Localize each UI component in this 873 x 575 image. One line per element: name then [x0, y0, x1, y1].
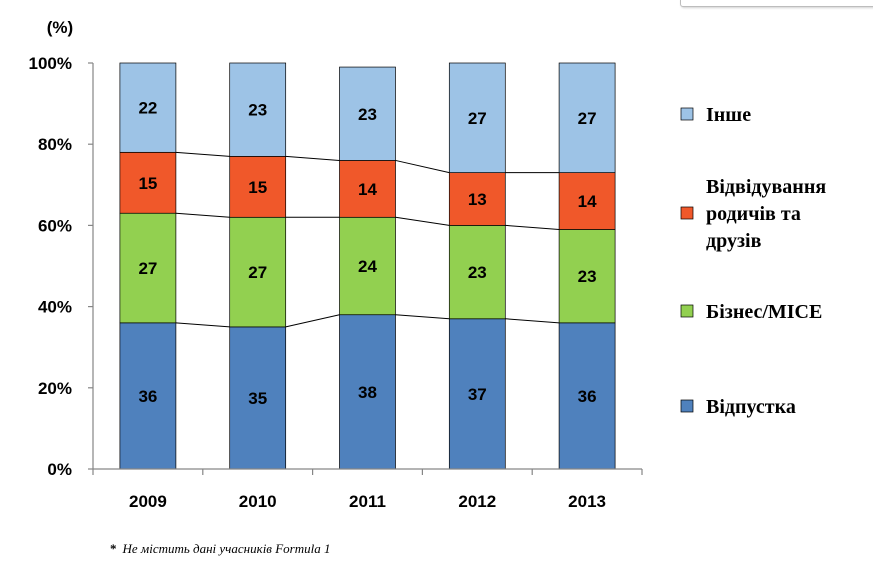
data-label: 23 [578, 267, 597, 286]
stacked-bar-chart: 36 27 15 22 35 27 15 23 38 24 14 23 37 23 13 27 36 23 14 27… [29, 18, 827, 511]
data-label: 14 [578, 192, 597, 211]
legend-label: Відпустка [706, 396, 796, 418]
bar-segment [229, 62, 287, 157]
y-tick-label: 60% [38, 216, 72, 235]
data-label: 15 [248, 178, 267, 197]
series-connector-line [285, 314, 340, 328]
x-tick-label: 2011 [349, 492, 386, 511]
data-label: 14 [358, 180, 377, 199]
footnote-marker: * [110, 541, 117, 556]
x-tick-label: 2010 [239, 492, 277, 511]
x-tick-label: 2012 [458, 492, 496, 511]
data-label: 27 [468, 109, 487, 128]
series-connector-line [175, 322, 230, 328]
legend-item: Інше [680, 104, 751, 126]
series-connector-line [175, 151, 230, 157]
data-label: 27 [138, 259, 157, 278]
legend-label: Бізнес/MICE [706, 301, 822, 323]
bar-segment [558, 322, 616, 470]
legend-label: друзів [706, 230, 762, 252]
bar-segment [119, 212, 177, 324]
data-label: 23 [248, 101, 267, 120]
bar-segment [448, 62, 506, 173]
data-label: 22 [138, 99, 157, 118]
bar-segment [448, 225, 506, 320]
y-tick-label: 100% [29, 54, 72, 73]
y-tick-label: 40% [38, 298, 72, 317]
bar-segment [119, 322, 177, 470]
data-label: 27 [248, 263, 267, 282]
legend-label: Інше [706, 104, 751, 126]
y-unit-label: (%) [47, 18, 73, 37]
bar-segment [229, 216, 287, 328]
axes [92, 63, 642, 470]
data-label: 27 [578, 109, 597, 128]
series-connector-lines [175, 151, 560, 328]
series-connector-line [395, 314, 450, 320]
data-label: 24 [358, 257, 377, 276]
legend-swatch [680, 399, 694, 413]
legend-label: родичів та [706, 203, 801, 225]
series-connector-line [395, 159, 450, 174]
data-label: 23 [358, 105, 377, 124]
bar-group-2010: 35 27 15 23 [229, 62, 287, 470]
series-connector-line [505, 224, 560, 230]
data-label: 35 [248, 389, 267, 408]
data-label: 36 [578, 387, 597, 406]
legend: Інше Відвідування родичів та друзів Бізнес/M… [680, 104, 826, 418]
y-tick-label: 80% [38, 135, 72, 154]
legend-swatch [680, 107, 694, 121]
bar-group-2009: 36 27 15 22 [119, 62, 177, 470]
series-connector-line [175, 212, 230, 218]
series-connector-line [285, 155, 340, 161]
y-tick-label: 0% [47, 460, 72, 479]
corner-panel-edge [680, 0, 873, 7]
legend-swatch [680, 206, 694, 220]
series-connector-line [505, 318, 560, 324]
bar-segment [558, 229, 616, 324]
data-label: 37 [468, 385, 487, 404]
data-label: 36 [138, 387, 157, 406]
footnote: * Не містить дані учасників Formula 1 [110, 541, 330, 557]
bar-segment [339, 314, 396, 470]
data-label: 13 [468, 190, 487, 209]
bar-segment [339, 66, 396, 161]
data-label: 38 [358, 383, 377, 402]
bar-group-2011: 38 24 14 23 [339, 66, 396, 470]
y-tick-label: 20% [38, 379, 72, 398]
x-tick-label: 2009 [129, 492, 167, 511]
legend-swatch [680, 304, 694, 318]
x-axis-ticks: 2009 2010 2011 2012 2013 [92, 469, 643, 511]
bar-segment [558, 62, 616, 173]
bar-segment [448, 172, 506, 226]
bar-segment [339, 216, 396, 316]
series-connector-line [395, 216, 450, 226]
bar-group-2013: 36 23 14 27 [558, 62, 616, 470]
legend-item: Відвідування родичів та друзів [680, 176, 826, 252]
legend-item: Бізнес/MICE [680, 301, 822, 323]
bar-segment [119, 151, 177, 214]
legend-item: Відпустка [680, 396, 796, 418]
data-label: 23 [468, 263, 487, 282]
x-tick-label: 2013 [568, 492, 606, 511]
bar-segment [229, 156, 287, 218]
y-axis-ticks: 0% 20% 40% 60% 80% 100% [29, 54, 93, 479]
bar-segment [229, 326, 287, 470]
bar-segment [119, 62, 177, 153]
footnote-text: Не містить дані учасників Formula 1 [122, 541, 331, 556]
bar-group-2012: 37 23 13 27 [448, 62, 506, 470]
data-label: 15 [138, 174, 157, 193]
legend-label: Відвідування [706, 176, 826, 198]
bar-groups: 36 27 15 22 35 27 15 23 38 24 14 23 37 23 13 27 36 23 14 27 [119, 62, 616, 470]
bar-segment [448, 318, 506, 470]
